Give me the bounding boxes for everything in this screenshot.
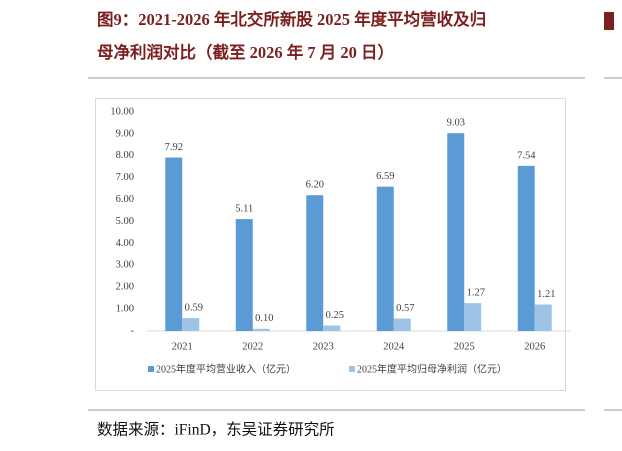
bar (235, 219, 253, 331)
legend-swatch (349, 366, 355, 372)
x-tick-label: 2026 (524, 341, 545, 352)
y-tick-label: 4.00 (116, 238, 134, 249)
bar (447, 133, 465, 331)
neighbor-fragment (604, 12, 614, 30)
y-tick-label: 5.00 (116, 216, 134, 227)
bar (165, 157, 183, 331)
value-label: 0.25 (326, 310, 344, 321)
bar (393, 318, 411, 331)
y-tick-label: 8.00 (116, 150, 134, 161)
title-line: 图9：2021-2026 年北交所新股 2025 年度平均营收及归 (97, 9, 486, 29)
x-tick-label: 2024 (383, 341, 405, 352)
x-tick-label: 2025 (454, 341, 475, 352)
value-label: 0.57 (396, 303, 414, 314)
value-label: 7.92 (165, 142, 183, 153)
value-label: 1.21 (537, 289, 555, 300)
bar (306, 195, 324, 331)
x-tick-label: 2021 (172, 341, 193, 352)
bar (182, 318, 200, 331)
x-tick-label: 2023 (313, 341, 334, 352)
bar (534, 304, 552, 331)
value-label: 7.54 (517, 150, 536, 161)
bar (252, 328, 270, 331)
y-tick-label: - (131, 325, 135, 336)
value-label: 0.10 (255, 313, 273, 324)
value-label: 6.20 (306, 180, 324, 191)
value-label: 0.59 (185, 302, 203, 313)
x-tick-label: 2022 (242, 341, 263, 352)
y-tick-label: 1.00 (116, 304, 134, 315)
y-tick-label: 6.00 (116, 194, 134, 205)
y-tick-label: 7.00 (116, 172, 134, 183)
bar (517, 165, 535, 331)
bar (464, 303, 482, 331)
y-tick-label: 2.00 (116, 282, 134, 293)
value-label: 5.11 (235, 203, 253, 214)
source-note: 数据来源：iFinD，东吴证券研究所 (97, 421, 335, 439)
bar (323, 325, 341, 331)
value-label: 6.59 (376, 171, 394, 182)
y-tick-label: 9.00 (116, 128, 134, 139)
y-tick-label: 3.00 (116, 260, 134, 271)
legend-label: 2025年度平均营业收入（亿元） (156, 362, 296, 375)
value-label: 1.27 (467, 288, 485, 299)
title-line: 母净利润对比（截至 2026 年 7 月 20 日） (97, 42, 394, 62)
bar (376, 186, 394, 331)
legend-label: 2025年度平均归母净利润（亿元） (357, 362, 507, 375)
y-tick-label: 10.00 (110, 106, 134, 117)
value-label: 9.03 (447, 118, 465, 129)
legend-swatch (148, 366, 154, 372)
chart-frame (95, 98, 566, 391)
